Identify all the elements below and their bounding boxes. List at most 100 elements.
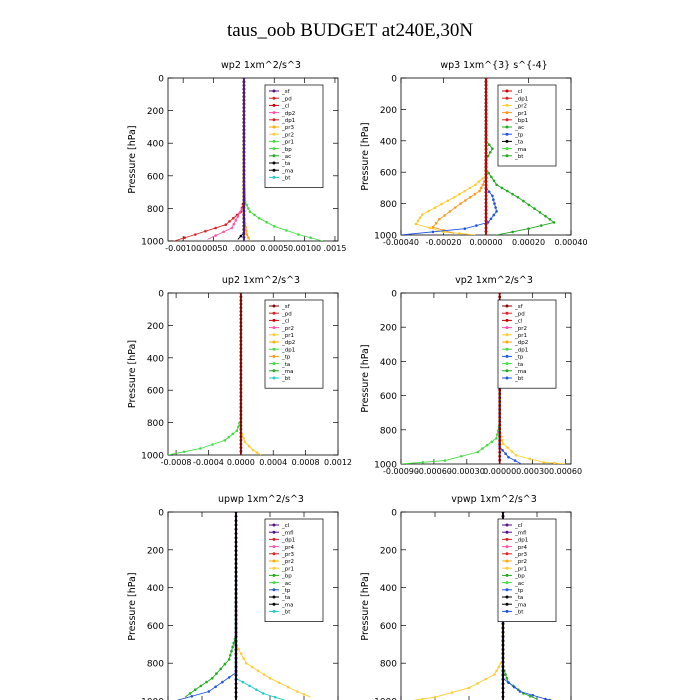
legend-marker bbox=[505, 595, 509, 599]
legend-label: _ta bbox=[514, 140, 523, 146]
series-point bbox=[242, 202, 246, 206]
series-point bbox=[253, 213, 256, 217]
legend-marker bbox=[505, 326, 509, 330]
x-tick-label: -0.00020 bbox=[426, 238, 462, 247]
x-tick-label: -0.0008 bbox=[161, 458, 192, 467]
legend-marker bbox=[505, 147, 509, 151]
series-point bbox=[234, 605, 238, 608]
series-point bbox=[234, 643, 238, 647]
series-point bbox=[431, 230, 435, 234]
series-point bbox=[242, 84, 246, 87]
series-point bbox=[501, 639, 505, 643]
y-tick-label: 1000 bbox=[374, 461, 397, 471]
series-point bbox=[234, 596, 238, 600]
series-point bbox=[194, 233, 197, 236]
series-point bbox=[234, 575, 238, 578]
legend: _cl_mfl_dp1_pr4_pr3_pr2_pr1_bp_ac_tp_ta_… bbox=[264, 518, 324, 622]
legend-label: _dp2 bbox=[514, 340, 528, 346]
series-point bbox=[214, 226, 217, 230]
series-point bbox=[414, 222, 418, 226]
legend-label: _ma bbox=[281, 168, 293, 174]
series-point bbox=[501, 686, 505, 690]
series-point bbox=[285, 229, 288, 232]
series-point bbox=[484, 116, 488, 119]
series-point bbox=[234, 686, 238, 690]
legend-marker bbox=[272, 304, 276, 308]
series-point bbox=[248, 684, 251, 688]
series-point bbox=[257, 216, 261, 220]
series-point bbox=[297, 233, 300, 236]
series-point bbox=[239, 302, 243, 306]
series-line-dp1 bbox=[168, 293, 242, 455]
series-point bbox=[492, 198, 495, 201]
legend-marker bbox=[272, 545, 276, 549]
series-point bbox=[501, 665, 505, 668]
series-point bbox=[242, 187, 246, 191]
series-point bbox=[484, 105, 488, 108]
legend-label: _pr4 bbox=[514, 545, 528, 551]
chart-panel-5: upwp 1xm^2/s^3 Pressure [hPa] 0 200 400 600 80… bbox=[127, 494, 339, 700]
series-point bbox=[242, 87, 246, 91]
legend-marker bbox=[505, 354, 509, 358]
series-point bbox=[234, 540, 238, 544]
series-point bbox=[242, 236, 246, 239]
y-tick-label: 200 bbox=[147, 322, 164, 332]
series-point bbox=[484, 183, 488, 187]
series-point bbox=[234, 631, 238, 634]
series-point bbox=[486, 154, 490, 158]
series-line-dp1 bbox=[401, 293, 501, 464]
series-point bbox=[487, 171, 491, 175]
series-point bbox=[239, 313, 243, 317]
x-tick-label: -0.00100 bbox=[165, 244, 201, 253]
plot-frame bbox=[400, 511, 572, 700]
series-point bbox=[234, 661, 238, 664]
legend-marker bbox=[272, 559, 276, 563]
legend: _sf_pd _cl_pr2_pr1_dp2_dp1 _tp_ta_ma_bt bbox=[497, 299, 557, 389]
legend-marker bbox=[272, 103, 276, 107]
legend: _sf_pd _cl_pr2_pr1_dp2_dp1 _tp_ta_ma_bt bbox=[264, 299, 324, 389]
series-group bbox=[173, 78, 323, 241]
series-point bbox=[484, 108, 488, 112]
series-point bbox=[498, 447, 502, 450]
legend-label: _bp bbox=[281, 147, 292, 153]
series-point bbox=[234, 648, 238, 651]
series-point bbox=[242, 210, 246, 213]
series-point bbox=[242, 169, 246, 172]
series-point bbox=[499, 661, 503, 665]
legend-label: _ta bbox=[514, 362, 523, 368]
series-point bbox=[239, 394, 243, 398]
chart-panel-2: wp3 1xm^{3} s^{-4} Pressure [hPa] 0 200 400 6… bbox=[360, 60, 588, 247]
series-point bbox=[239, 369, 243, 372]
legend-label: _pr1 bbox=[281, 333, 294, 339]
series-point bbox=[222, 230, 225, 234]
series-point bbox=[433, 695, 437, 699]
series-point bbox=[428, 226, 432, 230]
series-point bbox=[484, 187, 488, 190]
series-point bbox=[234, 673, 238, 677]
series-point bbox=[463, 227, 467, 230]
legend-label: _dp1 bbox=[281, 347, 295, 353]
series-point bbox=[207, 690, 211, 693]
series-point bbox=[484, 144, 488, 148]
series-point bbox=[239, 306, 243, 310]
series-point bbox=[484, 91, 488, 94]
series-point bbox=[498, 423, 502, 427]
series-point bbox=[527, 227, 530, 230]
series-point bbox=[458, 192, 461, 196]
series-point bbox=[239, 450, 243, 453]
series-point bbox=[242, 158, 246, 161]
series-point bbox=[234, 519, 238, 522]
series-point bbox=[477, 180, 481, 183]
y-axis-label: Pressure [hPa] bbox=[127, 125, 138, 193]
legend-label: _mfl bbox=[514, 530, 527, 536]
series-point bbox=[199, 447, 202, 450]
series-point bbox=[553, 461, 556, 464]
series-point bbox=[234, 523, 238, 527]
series-point bbox=[239, 391, 243, 394]
series-point bbox=[498, 458, 502, 462]
series-point bbox=[452, 196, 456, 199]
series-point bbox=[239, 234, 243, 238]
legend-marker bbox=[505, 545, 509, 549]
series-point bbox=[239, 416, 243, 420]
chart-panel-6: vpwp 1xm^2/s^3 Pressure [hPa] 0 200 400 600 80… bbox=[360, 494, 572, 700]
